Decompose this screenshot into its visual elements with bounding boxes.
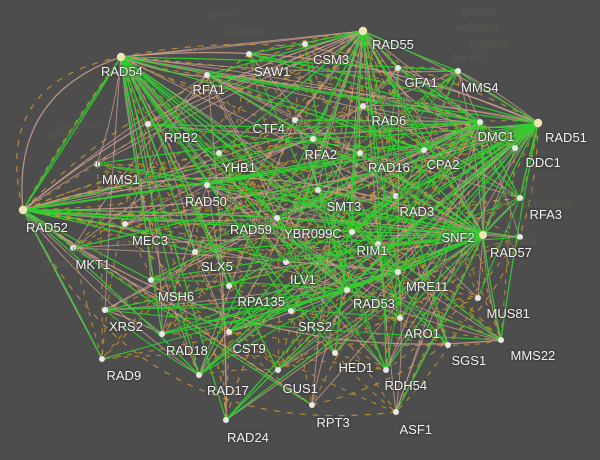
network-node-saw1[interactable] [246,51,252,57]
network-node-csm3[interactable] [302,41,308,47]
network-node-mms1[interactable] [94,161,100,167]
network-node-smt3[interactable] [315,187,321,193]
network-node-mms22[interactable] [498,337,504,343]
network-node-mms4[interactable] [455,68,461,74]
network-node-rad55[interactable] [358,26,368,36]
network-node-cst9[interactable] [226,329,232,335]
network-node-rad51[interactable] [533,118,543,128]
nodes [18,26,543,423]
network-node-hed1[interactable] [332,350,338,356]
network-node-rad6[interactable] [360,103,366,109]
network-node-rad24[interactable] [223,417,229,423]
network-node-rad18[interactable] [159,331,165,337]
network-node-rad9[interactable] [99,356,105,362]
yeastnet-edges [22,30,539,421]
network-node-aro1[interactable] [397,315,403,321]
network-node-rad16[interactable] [357,150,363,156]
network-node-ctf4[interactable] [292,117,298,123]
network-node-rpa135[interactable] [226,283,232,289]
network-node-rfa3[interactable] [517,195,523,201]
network-node-rad17[interactable] [196,372,202,378]
network-node-slx5[interactable] [192,249,198,255]
network-node-rad50[interactable] [204,182,210,188]
network-node-rpt3[interactable] [309,402,315,408]
network-node-cpa2[interactable] [421,147,427,153]
network-node-yhb1[interactable] [216,150,222,156]
network-node-rad3[interactable] [393,193,399,199]
network-node-xrs2[interactable] [102,307,108,313]
network-node-ilv1[interactable] [283,259,289,265]
network-node-dmc1[interactable] [477,119,483,125]
network-node-rad52[interactable] [18,205,28,215]
network-node-ybr099c[interactable] [349,229,355,235]
network-node-gus1[interactable] [275,367,281,373]
network-node-sgs1[interactable] [445,342,451,348]
network-node-rpb2[interactable] [145,121,151,127]
network-node-rad59[interactable] [274,215,280,221]
network-node-snf2[interactable] [479,231,487,239]
network-node-rdh54[interactable] [383,367,389,373]
network-node-rad53[interactable] [344,287,350,293]
network-node-mus81[interactable] [475,295,481,301]
network-node-srs2[interactable] [288,308,294,314]
network-node-rfa2[interactable] [310,136,316,142]
network-node-asf1[interactable] [393,409,399,415]
network-node-rim1[interactable] [375,241,381,247]
network-node-rad54[interactable] [116,52,126,62]
network-node-mre11[interactable] [395,269,401,275]
network-node-ddc1[interactable] [512,145,518,151]
network-node-rad57[interactable] [517,234,523,240]
network-node-mkt1[interactable] [70,245,76,251]
network-node-gfa1[interactable] [395,65,401,71]
network-node-mec3[interactable] [122,221,128,227]
network-node-rfa1[interactable] [204,72,210,78]
network-node-msh6[interactable] [148,277,154,283]
